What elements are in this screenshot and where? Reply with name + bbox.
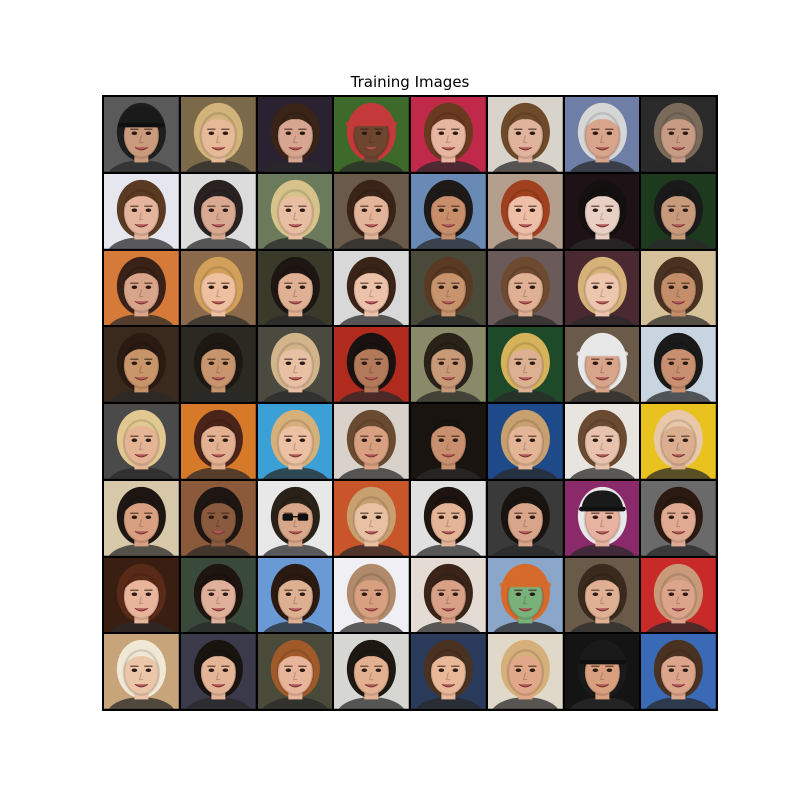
face-thumbnail <box>334 327 409 402</box>
face-thumbnail <box>564 97 640 172</box>
face-thumbnail <box>411 480 486 556</box>
face-thumbnail <box>411 327 486 402</box>
face-thumbnail <box>334 173 409 249</box>
face-thumbnail <box>641 173 716 249</box>
face-thumbnail <box>257 557 333 633</box>
face-thumbnail <box>564 634 640 709</box>
face-thumbnail <box>257 250 333 326</box>
face-thumbnail <box>257 404 333 479</box>
face-thumbnail <box>257 480 333 556</box>
face-thumbnail <box>180 250 256 326</box>
face-thumbnail <box>641 97 716 172</box>
face-thumbnail <box>104 173 179 249</box>
figure-title: Training Images <box>350 73 470 91</box>
face-thumbnail <box>564 327 640 402</box>
face-thumbnail <box>564 173 640 249</box>
face-thumbnail <box>180 97 256 172</box>
face-thumbnail <box>411 634 486 709</box>
face-thumbnail <box>104 97 179 172</box>
face-thumbnail <box>104 480 179 556</box>
face-thumbnail <box>641 557 716 633</box>
face-thumbnail <box>411 173 486 249</box>
face-thumbnail <box>487 634 563 709</box>
face-thumbnail <box>180 173 256 249</box>
face-thumbnail <box>487 97 563 172</box>
face-thumbnail <box>487 173 563 249</box>
face-thumbnail <box>334 250 409 326</box>
face-thumbnail <box>257 634 333 709</box>
face-thumbnail <box>104 634 179 709</box>
face-thumbnail <box>487 250 563 326</box>
face-thumbnail <box>487 327 563 402</box>
face-thumbnail <box>104 250 179 326</box>
face-thumbnail <box>334 480 409 556</box>
face-thumbnail <box>104 557 179 633</box>
face-thumbnail <box>641 404 716 479</box>
face-thumbnail <box>334 404 409 479</box>
face-thumbnail <box>257 327 333 402</box>
face-thumbnail <box>334 557 409 633</box>
face-thumbnail <box>411 250 486 326</box>
face-thumbnail <box>104 327 179 402</box>
face-thumbnail <box>411 557 486 633</box>
face-thumbnail <box>180 404 256 479</box>
face-thumbnail <box>487 480 563 556</box>
face-thumbnail <box>641 250 716 326</box>
face-thumbnail <box>641 480 716 556</box>
face-thumbnail <box>487 557 563 633</box>
face-thumbnail <box>641 327 716 402</box>
face-thumbnail <box>564 404 640 479</box>
face-thumbnail <box>411 97 486 172</box>
face-thumbnail <box>641 634 716 709</box>
face-thumbnail <box>180 480 256 556</box>
face-thumbnail <box>564 250 640 326</box>
face-thumbnail <box>104 404 179 479</box>
face-thumbnail <box>180 557 256 633</box>
face-thumbnail <box>564 557 640 633</box>
face-thumbnail <box>257 173 333 249</box>
face-thumbnail <box>411 404 486 479</box>
face-thumbnail <box>564 480 640 556</box>
image-grid <box>102 95 718 711</box>
face-thumbnail <box>487 404 563 479</box>
face-thumbnail <box>334 634 409 709</box>
face-thumbnail <box>180 327 256 402</box>
face-thumbnail <box>334 97 409 172</box>
face-thumbnail <box>257 97 333 172</box>
face-thumbnail <box>180 634 256 709</box>
